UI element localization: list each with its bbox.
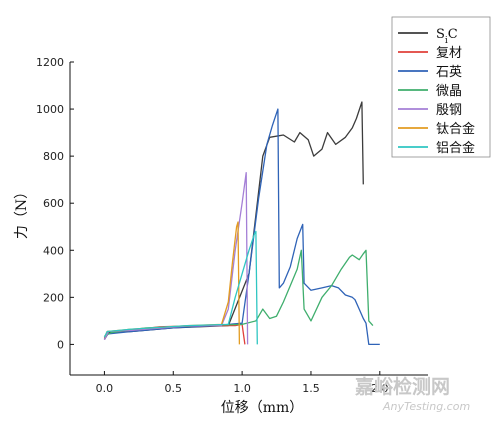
legend-label: 微晶	[436, 84, 462, 99]
axis-frame	[69, 62, 428, 376]
series-line-5	[103, 171, 249, 345]
legend-label: 钛合金	[436, 121, 475, 137]
y-tick-label: 1000	[36, 103, 64, 116]
x-tick-label: 1.0	[233, 382, 251, 395]
legend-label: 石英	[436, 65, 462, 80]
x-tick-label: 0.5	[165, 382, 183, 395]
x-tick-label: 1.5	[302, 382, 320, 395]
watermark: 嘉峪检测网 AnyTesting.com	[354, 375, 470, 413]
x-axis-ticks: 0.0 0.5 1.0 1.5 2.0	[96, 371, 389, 395]
y-tick-label: 200	[43, 291, 64, 304]
x-axis-title: 位移（mm）	[221, 400, 304, 416]
legend-box	[391, 16, 491, 158]
plot-lines	[103, 101, 380, 346]
series-line-4	[104, 249, 374, 337]
y-tick-label: 600	[43, 197, 64, 210]
watermark-url: AnyTesting.com	[382, 400, 470, 413]
x-tick-label: 2.0	[371, 382, 389, 395]
series-line-7	[103, 230, 258, 345]
series-line-3	[103, 108, 380, 346]
y-axis-title: 力（N）	[14, 185, 30, 239]
watermark-text: 嘉峪检测网	[354, 375, 450, 398]
legend-label: SiC	[436, 27, 458, 46]
legend-label: 复材	[436, 46, 462, 61]
y-tick-label: 0	[57, 338, 64, 351]
x-tick-label: 0.0	[96, 382, 114, 395]
y-tick-label: 1200	[36, 56, 64, 69]
legend-label: 铝合金	[436, 140, 475, 156]
y-tick-label: 400	[43, 244, 64, 257]
legend-label: 殷钢	[436, 103, 462, 118]
y-axis-ticks: 0 200 400 600 800 1000 1200	[36, 56, 74, 351]
y-tick-label: 800	[43, 150, 64, 163]
